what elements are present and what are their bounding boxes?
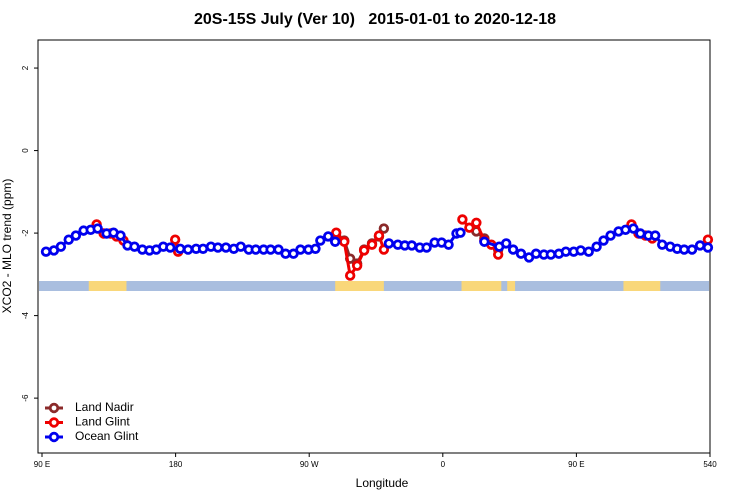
data-point bbox=[605, 230, 616, 241]
data-point bbox=[383, 238, 395, 249]
data-point bbox=[492, 249, 504, 260]
x-axis-label: Longitude bbox=[356, 476, 409, 490]
data-point bbox=[220, 242, 232, 253]
data-point bbox=[545, 249, 557, 260]
y-tick-label: -6 bbox=[21, 394, 30, 402]
data-point bbox=[406, 240, 417, 251]
data-point bbox=[331, 227, 342, 238]
data-point bbox=[63, 234, 74, 245]
legend-marker bbox=[48, 431, 60, 443]
data-point bbox=[315, 235, 326, 246]
data-point bbox=[182, 244, 194, 255]
data-point bbox=[620, 224, 631, 235]
data-point bbox=[351, 260, 363, 271]
data-point bbox=[583, 246, 594, 257]
land-segment bbox=[88, 281, 127, 291]
x-tick-label: 0 bbox=[441, 460, 446, 469]
land-segment bbox=[461, 281, 502, 291]
data-point bbox=[344, 270, 356, 281]
legend-label: Land Nadir bbox=[75, 400, 134, 414]
data-point bbox=[455, 227, 466, 238]
land-segment bbox=[623, 281, 661, 291]
y-tick-label: 2 bbox=[21, 65, 30, 70]
data-point bbox=[175, 243, 186, 254]
data-point bbox=[591, 241, 602, 252]
legend-marker bbox=[48, 402, 60, 414]
data-point bbox=[657, 239, 668, 250]
land-segment bbox=[335, 281, 384, 291]
data-point bbox=[329, 236, 341, 247]
data-point bbox=[129, 241, 140, 252]
data-point bbox=[197, 243, 209, 254]
data-point bbox=[373, 230, 385, 241]
data-point bbox=[598, 235, 609, 246]
data-point bbox=[92, 223, 103, 234]
x-tick-label: 90 W bbox=[300, 460, 319, 469]
data-point bbox=[40, 246, 52, 257]
data-point bbox=[479, 236, 490, 247]
data-point bbox=[686, 244, 698, 255]
data-point bbox=[650, 230, 661, 241]
legend-label: Ocean Glint bbox=[75, 429, 139, 443]
land-segment bbox=[507, 281, 516, 291]
data-point bbox=[323, 231, 334, 242]
data-point bbox=[169, 234, 181, 245]
data-point bbox=[250, 244, 261, 255]
data-point bbox=[310, 243, 321, 254]
data-point bbox=[273, 244, 284, 255]
data-point bbox=[443, 239, 454, 250]
data-point bbox=[575, 245, 586, 256]
data-point bbox=[70, 230, 82, 241]
data-point bbox=[678, 244, 690, 255]
data-point bbox=[115, 230, 126, 241]
data-point bbox=[421, 242, 432, 253]
data-point bbox=[55, 241, 67, 252]
x-tick-label: 90 E bbox=[34, 460, 50, 469]
data-point bbox=[471, 217, 482, 228]
data-point bbox=[635, 228, 646, 239]
y-tick-label: 0 bbox=[21, 148, 30, 153]
data-point bbox=[378, 244, 390, 255]
data-point bbox=[694, 240, 706, 251]
chart-title: 20S-15S July (Ver 10) 2015-01-01 to 2020… bbox=[194, 11, 556, 28]
data-point bbox=[212, 242, 224, 253]
legend-label: Land Glint bbox=[75, 415, 130, 429]
legend-marker bbox=[48, 417, 60, 428]
data-point bbox=[530, 248, 542, 259]
data-point bbox=[280, 248, 291, 259]
data-point bbox=[366, 239, 378, 250]
data-point bbox=[628, 223, 639, 234]
data-point bbox=[500, 238, 512, 249]
data-point bbox=[165, 242, 176, 253]
data-point bbox=[295, 244, 306, 255]
data-point bbox=[702, 242, 714, 253]
y-tick-label: -2 bbox=[21, 229, 30, 237]
data-point bbox=[507, 244, 519, 255]
data-point bbox=[235, 241, 246, 252]
data-point bbox=[457, 214, 468, 225]
data-point bbox=[265, 244, 276, 255]
y-axis-label: XCO2 - MLO trend (ppm) bbox=[0, 179, 14, 314]
x-tick-label: 180 bbox=[169, 460, 183, 469]
x-tick-label: 540 bbox=[703, 460, 717, 469]
x-tick-label: 90 E bbox=[568, 460, 584, 469]
data-point bbox=[378, 223, 390, 234]
data-point bbox=[339, 236, 350, 247]
data-point bbox=[288, 248, 299, 259]
data-point bbox=[560, 246, 572, 257]
y-tick-label: -4 bbox=[21, 312, 30, 320]
data-point bbox=[358, 245, 370, 256]
data-point bbox=[515, 248, 527, 259]
data-point bbox=[464, 222, 475, 233]
